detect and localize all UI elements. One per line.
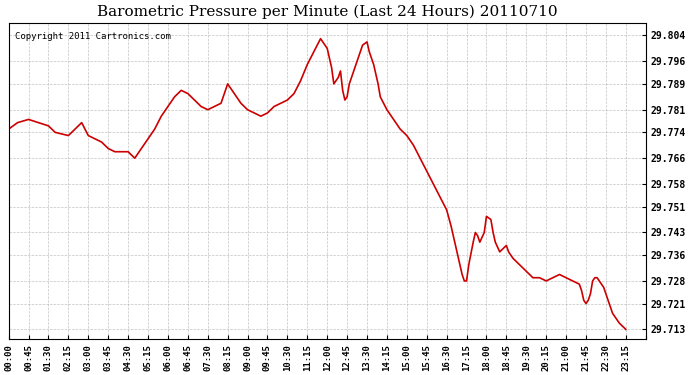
Text: Copyright 2011 Cartronics.com: Copyright 2011 Cartronics.com: [15, 32, 171, 41]
Title: Barometric Pressure per Minute (Last 24 Hours) 20110710: Barometric Pressure per Minute (Last 24 …: [97, 4, 558, 18]
